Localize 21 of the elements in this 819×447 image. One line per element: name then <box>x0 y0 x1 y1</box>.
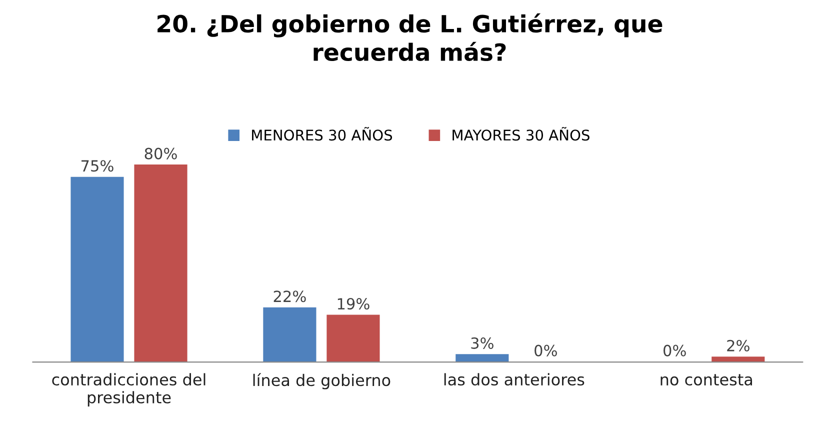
data-label: 80% <box>144 148 177 160</box>
x-tick-label: no contesta <box>660 374 752 386</box>
data-label: 2% <box>727 340 750 352</box>
chart-title: 20. ¿Del gobierno de L. Gutiérrez, que recuerda más? <box>158 13 662 62</box>
x-tick-label: las dos anteriores <box>444 373 584 386</box>
x-tick-label: contradicciones del presidente <box>52 373 206 407</box>
data-label: 19% <box>338 298 370 310</box>
data-label: 3% <box>471 337 494 349</box>
bar <box>712 356 765 362</box>
data-label: 0% <box>664 344 686 356</box>
data-label: 0% <box>534 344 557 356</box>
legend-label: MENORES 30 AÑOS <box>252 127 392 141</box>
bar <box>456 354 509 362</box>
bar <box>134 164 188 362</box>
bar <box>263 307 316 362</box>
data-label: 75% <box>82 160 114 172</box>
legend-label: MAYORES 30 AÑOS <box>452 127 590 141</box>
x-tick-label: línea de gobierno <box>253 373 390 390</box>
data-label: 22% <box>274 290 306 302</box>
bar <box>70 176 124 362</box>
bar <box>326 314 380 362</box>
